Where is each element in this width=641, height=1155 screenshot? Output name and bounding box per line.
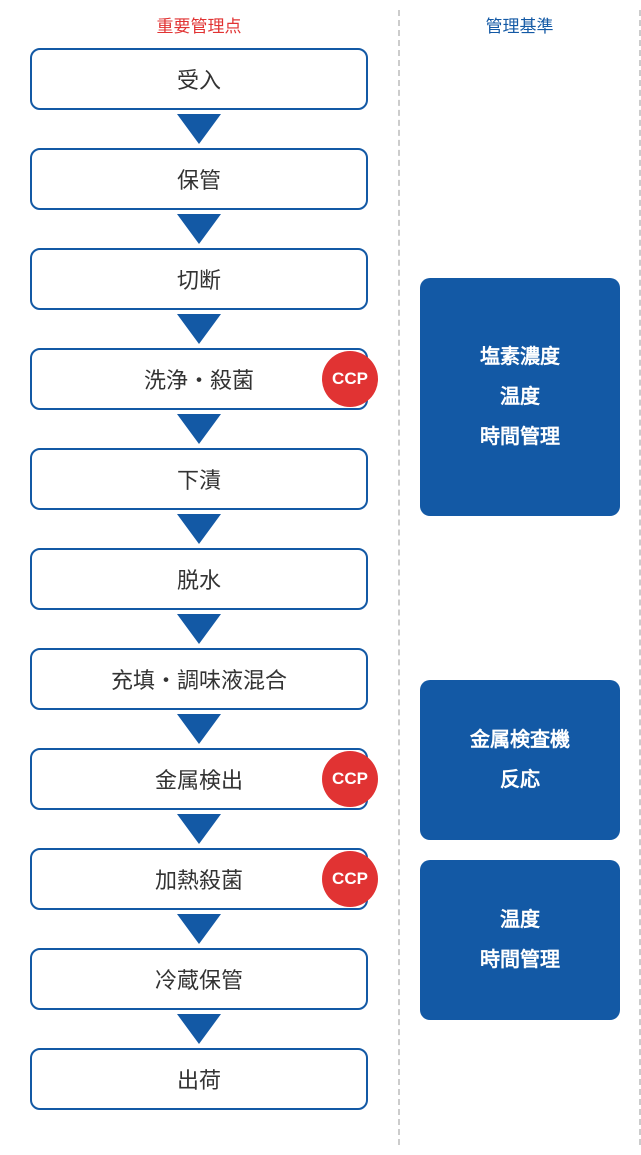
step-box: 切断 xyxy=(30,248,368,310)
step-box: 下漬 xyxy=(30,448,368,510)
process-step: 充填・調味液混合 xyxy=(30,648,368,710)
flow-steps-area: 受入保管切断洗浄・殺菌CCP下漬脱水充填・調味液混合金属検出CCP加熱殺菌CCP… xyxy=(0,38,398,1110)
criteria-line: 時間管理 xyxy=(480,417,560,457)
step-label: 冷蔵保管 xyxy=(155,963,243,995)
criteria-line: 金属検査機 xyxy=(470,720,570,760)
criteria-line: 温度 xyxy=(500,377,540,417)
criteria-line: 時間管理 xyxy=(480,940,560,980)
flow-arrow-icon xyxy=(177,814,221,844)
criteria-column: 管理基準 塩素濃度温度時間管理金属検査機反応温度時間管理 xyxy=(398,10,641,1145)
process-step: 冷蔵保管 xyxy=(30,948,368,1010)
flow-arrow-icon xyxy=(177,1014,221,1044)
right-header: 管理基準 xyxy=(400,10,639,38)
diagram-container: 重要管理点 受入保管切断洗浄・殺菌CCP下漬脱水充填・調味液混合金属検出CCP加… xyxy=(0,0,641,1155)
step-label: 下漬 xyxy=(177,463,221,495)
flow-arrow-icon xyxy=(177,714,221,744)
criteria-line: 塩素濃度 xyxy=(480,337,560,377)
process-step: 金属検出CCP xyxy=(30,748,368,810)
step-label: 加熱殺菌 xyxy=(155,863,243,895)
criteria-line: 反応 xyxy=(500,760,540,800)
step-label: 脱水 xyxy=(177,563,221,595)
flow-arrow-icon xyxy=(177,914,221,944)
ccp-badge: CCP xyxy=(322,751,378,807)
left-header: 重要管理点 xyxy=(0,10,398,38)
flow-arrow-icon xyxy=(177,414,221,444)
step-label: 出荷 xyxy=(177,1063,221,1095)
step-label: 保管 xyxy=(177,163,221,195)
flow-arrow-icon xyxy=(177,214,221,244)
criteria-box: 塩素濃度温度時間管理 xyxy=(420,278,620,516)
step-box: 出荷 xyxy=(30,1048,368,1110)
process-step: 加熱殺菌CCP xyxy=(30,848,368,910)
process-step: 洗浄・殺菌CCP xyxy=(30,348,368,410)
step-box: 充填・調味液混合 xyxy=(30,648,368,710)
step-box: 金属検出CCP xyxy=(30,748,368,810)
ccp-badge: CCP xyxy=(322,851,378,907)
criteria-box: 温度時間管理 xyxy=(420,860,620,1020)
step-label: 受入 xyxy=(177,63,221,95)
step-box: 洗浄・殺菌CCP xyxy=(30,348,368,410)
process-step: 受入 xyxy=(30,48,368,110)
flow-arrow-icon xyxy=(177,514,221,544)
process-step: 脱水 xyxy=(30,548,368,610)
flow-arrow-icon xyxy=(177,314,221,344)
step-box: 脱水 xyxy=(30,548,368,610)
flow-arrow-icon xyxy=(177,114,221,144)
step-label: 切断 xyxy=(177,263,221,295)
step-box: 受入 xyxy=(30,48,368,110)
criteria-line: 温度 xyxy=(500,900,540,940)
step-box: 冷蔵保管 xyxy=(30,948,368,1010)
process-step: 切断 xyxy=(30,248,368,310)
step-label: 充填・調味液混合 xyxy=(111,663,287,695)
step-box: 保管 xyxy=(30,148,368,210)
flowchart-column: 重要管理点 受入保管切断洗浄・殺菌CCP下漬脱水充填・調味液混合金属検出CCP加… xyxy=(0,10,398,1145)
step-label: 洗浄・殺菌 xyxy=(144,363,254,395)
step-box: 加熱殺菌CCP xyxy=(30,848,368,910)
process-step: 下漬 xyxy=(30,448,368,510)
criteria-box: 金属検査機反応 xyxy=(420,680,620,840)
step-label: 金属検出 xyxy=(155,763,243,795)
ccp-badge: CCP xyxy=(322,351,378,407)
flow-arrow-icon xyxy=(177,614,221,644)
process-step: 保管 xyxy=(30,148,368,210)
process-step: 出荷 xyxy=(30,1048,368,1110)
